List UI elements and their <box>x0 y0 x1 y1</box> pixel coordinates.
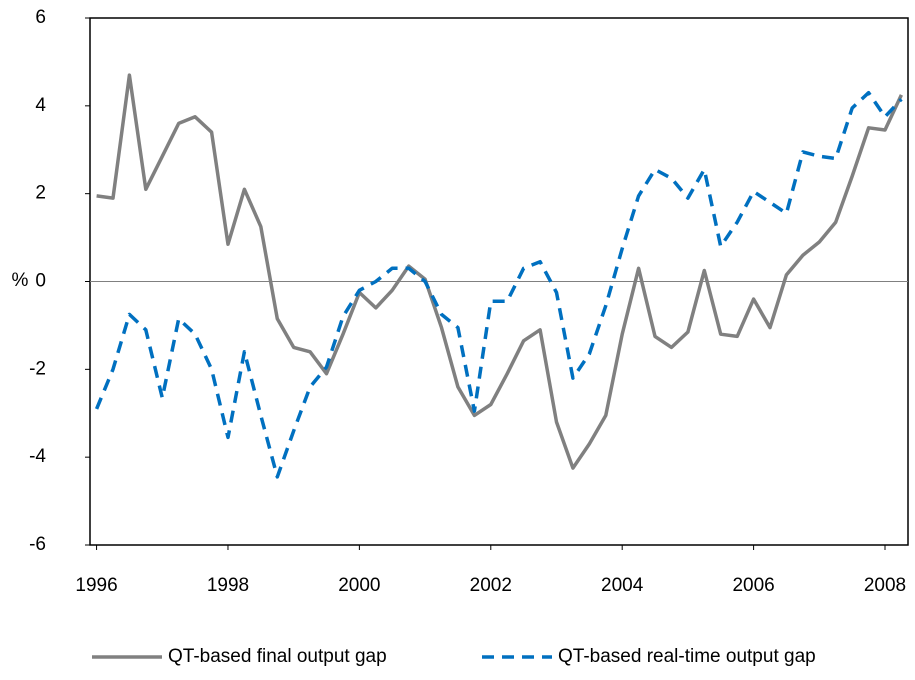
y-tick-label: 2 <box>35 183 46 204</box>
legend-label: QT-based real-time output gap <box>558 646 816 667</box>
legend-label: QT-based final output gap <box>168 646 387 667</box>
series-line <box>94 90 903 479</box>
series-line <box>96 73 903 470</box>
x-tick-label: 2006 <box>732 575 774 596</box>
y-axis-label: % <box>12 270 29 291</box>
y-tick-label: -6 <box>29 534 46 555</box>
x-tick-label: 1998 <box>207 575 249 596</box>
y-tick-label: -2 <box>29 358 46 379</box>
y-tick-label: -4 <box>29 446 46 467</box>
x-tick-label: 2008 <box>864 575 906 596</box>
x-tick-label: 2004 <box>601 575 644 596</box>
y-tick-label: 6 <box>35 7 46 28</box>
y-tick-label: 4 <box>35 95 46 116</box>
x-tick-label: 1996 <box>75 575 117 596</box>
x-tick-label: 2000 <box>338 575 380 596</box>
y-tick-label: 0 <box>35 271 46 292</box>
x-tick-label: 2002 <box>470 575 512 596</box>
